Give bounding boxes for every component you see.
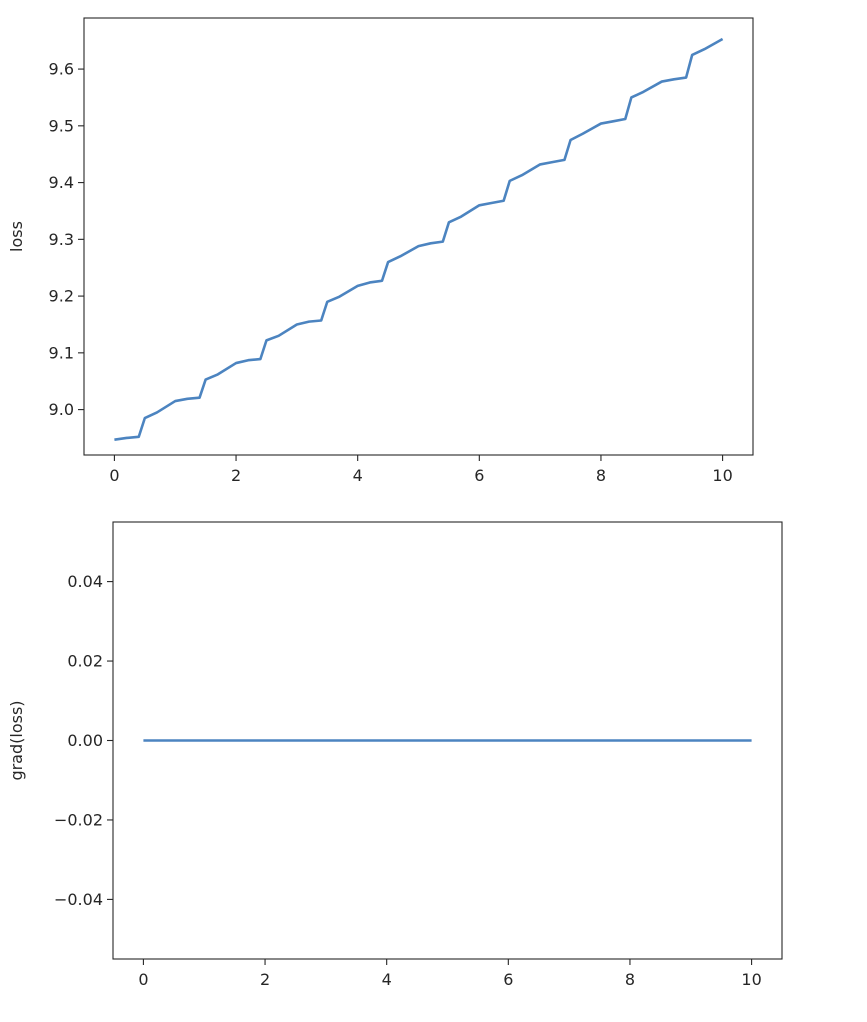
y-tick-label: −0.04 xyxy=(54,890,103,909)
y-tick-label: 9.5 xyxy=(49,116,74,135)
x-tick-label: 10 xyxy=(712,466,732,485)
y-tick-label: 0.04 xyxy=(67,572,103,591)
y-tick-label: 9.1 xyxy=(49,343,74,362)
series-line xyxy=(114,37,724,441)
y-tick-label: −0.02 xyxy=(54,810,103,829)
y-tick-label: 9.2 xyxy=(49,287,74,306)
x-tick-label: 10 xyxy=(741,970,761,989)
grad-loss-plot: 0 2 4 6 8 10 −0.04 −0.02 0.00 0.02 0.04 grad(loss) xyxy=(7,521,783,989)
y-axis-label: loss xyxy=(7,221,26,252)
x-tick-label: 2 xyxy=(231,466,241,485)
y-tick-label: 9.6 xyxy=(49,60,74,79)
x-tick-label: 4 xyxy=(353,466,363,485)
x-tick-label: 0 xyxy=(138,970,148,989)
x-tick-label: 0 xyxy=(109,466,119,485)
y-tick-label: 9.3 xyxy=(49,230,74,249)
x-tick-label: 8 xyxy=(625,970,635,989)
x-tick-label: 4 xyxy=(382,970,392,989)
y-axis-label: grad(loss) xyxy=(7,700,26,780)
loss-plot: 0 2 4 6 8 10 9.0 9.1 9.2 9.3 9.4 9.5 9.6 loss xyxy=(7,17,754,485)
x-tick-label: 6 xyxy=(474,466,484,485)
x-tick-label: 6 xyxy=(503,970,513,989)
axes-frame xyxy=(83,17,754,456)
x-tick-label: 2 xyxy=(260,970,270,989)
x-tick-label: 8 xyxy=(596,466,606,485)
y-tick-label: 9.4 xyxy=(49,173,74,192)
y-tick-label: 9.0 xyxy=(49,400,74,419)
y-tick-label: 0.02 xyxy=(67,652,103,671)
y-tick-label: 0.00 xyxy=(67,731,103,750)
